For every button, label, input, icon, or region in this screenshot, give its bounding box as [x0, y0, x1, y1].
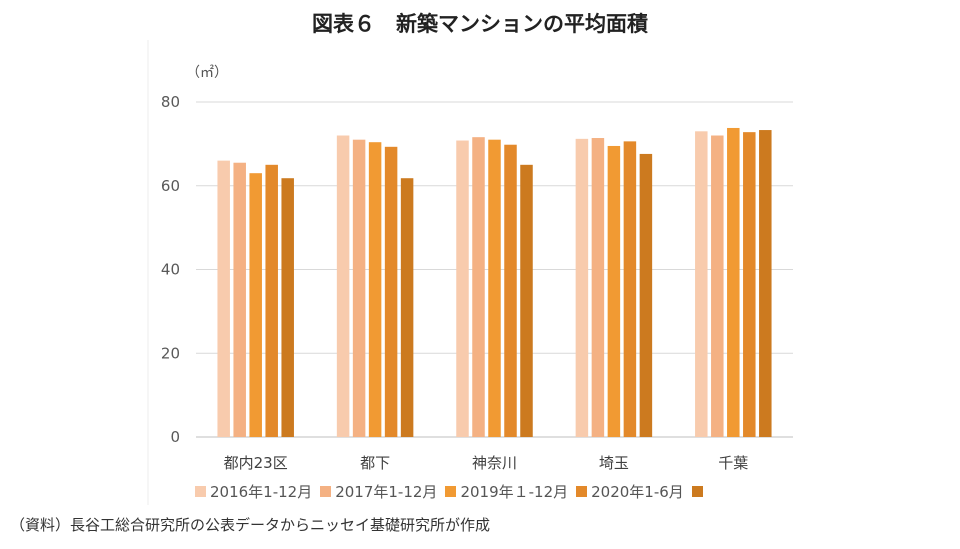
y-axis-unit-label: （㎡） [186, 65, 228, 81]
chart-title: 図表６ 新築マンションの平均面積 [312, 12, 648, 36]
x-tick-label: 埼玉 [599, 454, 629, 472]
x-tick-label: 千葉 [718, 454, 748, 472]
legend-swatch [195, 486, 206, 497]
bar [575, 138, 589, 437]
y-tick-label: 40 [161, 261, 180, 279]
legend-label: 2020年1-6月 [591, 483, 684, 501]
y-tick-label: 0 [170, 428, 180, 446]
legend-item: 2019年１-12月 [445, 481, 568, 502]
bar [711, 135, 724, 437]
bar [695, 131, 708, 437]
legend-item: 2017年1-12月 [320, 481, 437, 502]
bar [233, 162, 246, 437]
bar [759, 130, 772, 437]
y-tick-label: 20 [161, 344, 180, 362]
bar [727, 127, 740, 438]
bar [281, 178, 294, 437]
legend-item [691, 486, 707, 497]
legend-swatch [576, 486, 588, 497]
bar [623, 141, 637, 438]
legend-label: 2016年1-12月 [210, 483, 313, 501]
legend-swatch [320, 486, 332, 497]
x-tick-label: 都内23区 [224, 454, 288, 472]
bar [591, 138, 605, 437]
bar [504, 144, 517, 437]
y-tick-label: 80 [161, 93, 180, 111]
bar [639, 153, 653, 438]
legend-swatch [691, 486, 703, 497]
y-tick-label: 60 [161, 177, 180, 195]
bar [217, 160, 230, 437]
bar [352, 139, 366, 437]
bar [384, 146, 398, 437]
bar [743, 132, 756, 437]
legend-item: 2016年1-12月 [195, 481, 312, 502]
bar [265, 164, 278, 437]
bar [368, 142, 382, 437]
bar [520, 164, 533, 437]
legend-label: 2019年１-12月 [460, 483, 569, 501]
bar [249, 173, 262, 437]
bar [607, 145, 621, 437]
bar [488, 139, 501, 437]
bar [336, 135, 350, 437]
chart-legend: 2016年1-12月 2017年1-12月 2019年１-12月 2020年1-… [195, 481, 715, 502]
bar [400, 178, 414, 437]
x-tick-label: 都下 [360, 454, 390, 472]
legend-item: 2020年1-6月 [576, 481, 684, 502]
bar [472, 137, 485, 438]
legend-swatch [445, 486, 457, 497]
bar [456, 140, 469, 437]
legend-label: 2017年1-12月 [335, 483, 438, 501]
source-note: （資料）長谷工総合研究所の公表データからニッセイ基礎研究所が作成 [10, 516, 491, 534]
x-tick-label: 神奈川 [472, 454, 517, 472]
